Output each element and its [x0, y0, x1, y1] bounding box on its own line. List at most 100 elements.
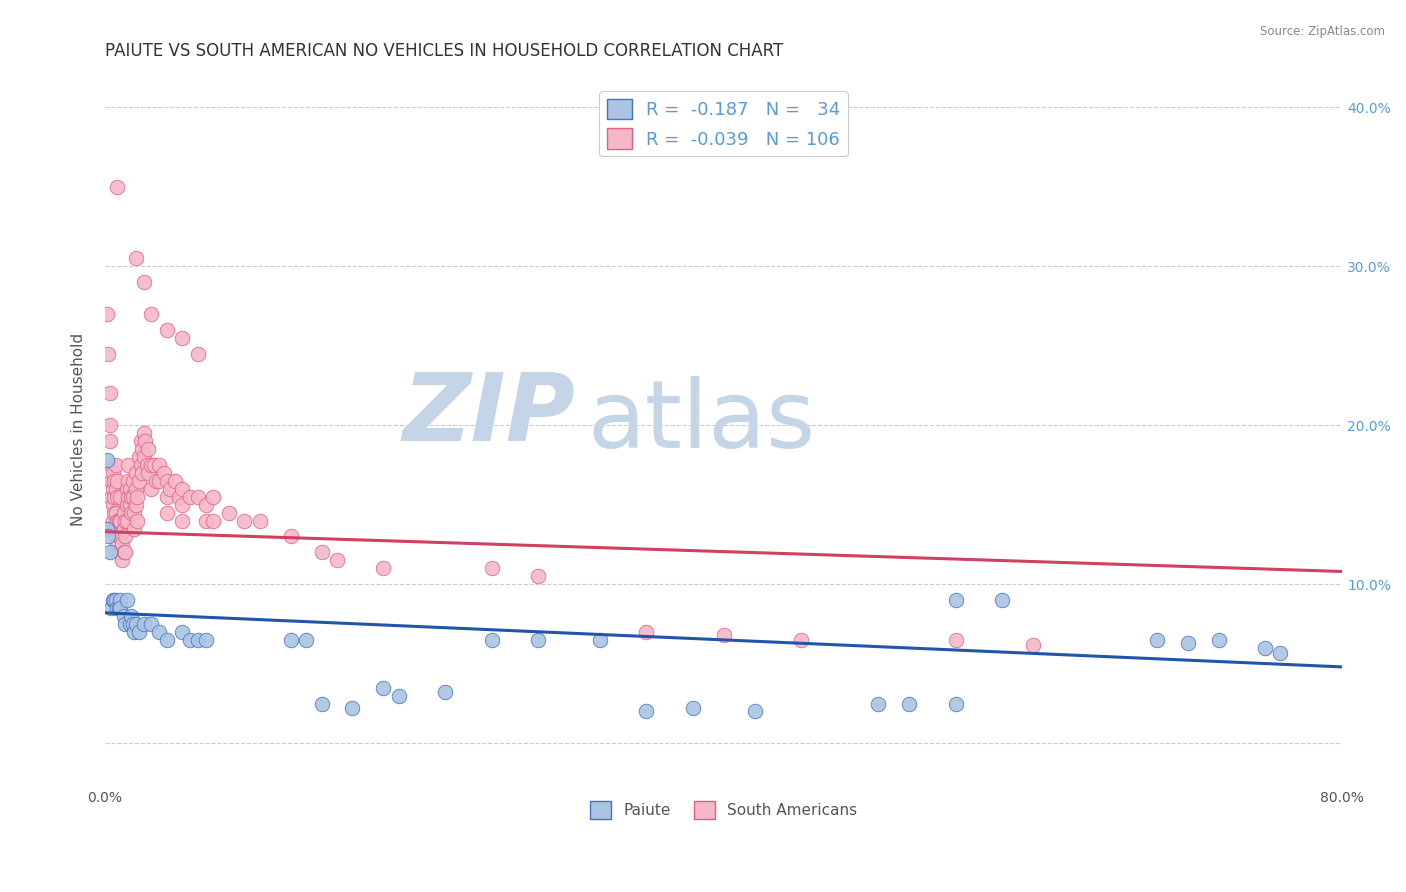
Point	[98, 418, 121, 433]
Point	[118, 482, 141, 496]
Point	[96, 453, 118, 467]
Point	[148, 458, 170, 472]
Point	[280, 529, 302, 543]
Point	[249, 514, 271, 528]
Point	[589, 632, 612, 647]
Point	[98, 545, 121, 559]
Point	[141, 617, 163, 632]
Point	[101, 514, 124, 528]
Point	[97, 529, 120, 543]
Point	[105, 601, 128, 615]
Point	[135, 458, 157, 472]
Point	[124, 624, 146, 639]
Point	[172, 498, 194, 512]
Point	[128, 474, 150, 488]
Text: ZIP: ZIP	[402, 369, 575, 461]
Point	[194, 514, 217, 528]
Point	[100, 458, 122, 472]
Point	[481, 561, 503, 575]
Legend: Paiute, South Americans: Paiute, South Americans	[583, 795, 863, 825]
Point	[114, 514, 136, 528]
Point	[100, 601, 122, 615]
Point	[194, 632, 217, 647]
Point	[120, 490, 142, 504]
Point	[115, 514, 138, 528]
Point	[132, 450, 155, 464]
Point	[110, 593, 132, 607]
Point	[111, 553, 134, 567]
Point	[148, 624, 170, 639]
Point	[187, 346, 209, 360]
Point	[100, 474, 122, 488]
Point	[103, 474, 125, 488]
Point	[129, 458, 152, 472]
Point	[527, 569, 550, 583]
Point	[145, 474, 167, 488]
Point	[1177, 636, 1199, 650]
Y-axis label: No Vehicles in Household: No Vehicles in Household	[72, 333, 86, 525]
Point	[156, 632, 179, 647]
Point	[790, 632, 813, 647]
Point	[117, 474, 139, 488]
Point	[156, 474, 179, 488]
Point	[128, 450, 150, 464]
Point	[108, 514, 131, 528]
Point	[127, 490, 149, 504]
Point	[114, 545, 136, 559]
Point	[112, 522, 135, 536]
Point	[159, 482, 181, 496]
Point	[105, 474, 128, 488]
Point	[127, 514, 149, 528]
Point	[111, 537, 134, 551]
Point	[104, 506, 127, 520]
Point	[103, 522, 125, 536]
Point	[104, 458, 127, 472]
Point	[125, 482, 148, 496]
Point	[218, 506, 240, 520]
Point	[156, 323, 179, 337]
Point	[388, 689, 411, 703]
Point	[141, 458, 163, 472]
Point	[945, 632, 967, 647]
Point	[713, 628, 735, 642]
Point	[128, 624, 150, 639]
Point	[120, 506, 142, 520]
Point	[172, 514, 194, 528]
Point	[125, 251, 148, 265]
Point	[103, 490, 125, 504]
Point	[112, 545, 135, 559]
Point	[991, 593, 1014, 607]
Point	[101, 593, 124, 607]
Point	[179, 632, 201, 647]
Point	[100, 490, 122, 504]
Point	[131, 442, 153, 456]
Point	[280, 632, 302, 647]
Text: PAIUTE VS SOUTH AMERICAN NO VEHICLES IN HOUSEHOLD CORRELATION CHART: PAIUTE VS SOUTH AMERICAN NO VEHICLES IN …	[105, 42, 783, 60]
Point	[101, 466, 124, 480]
Point	[527, 632, 550, 647]
Point	[114, 617, 136, 632]
Point	[134, 434, 156, 448]
Point	[311, 545, 333, 559]
Point	[373, 681, 395, 695]
Point	[108, 601, 131, 615]
Point	[98, 434, 121, 448]
Point	[129, 434, 152, 448]
Point	[125, 617, 148, 632]
Point	[202, 514, 225, 528]
Point	[295, 632, 318, 647]
Point	[945, 697, 967, 711]
Point	[636, 624, 658, 639]
Point	[172, 482, 194, 496]
Point	[1270, 646, 1292, 660]
Point	[101, 482, 124, 496]
Point	[143, 458, 166, 472]
Point	[105, 490, 128, 504]
Point	[1146, 632, 1168, 647]
Point	[115, 482, 138, 496]
Point	[636, 705, 658, 719]
Point	[136, 466, 159, 480]
Point	[131, 466, 153, 480]
Point	[326, 553, 349, 567]
Point	[112, 609, 135, 624]
